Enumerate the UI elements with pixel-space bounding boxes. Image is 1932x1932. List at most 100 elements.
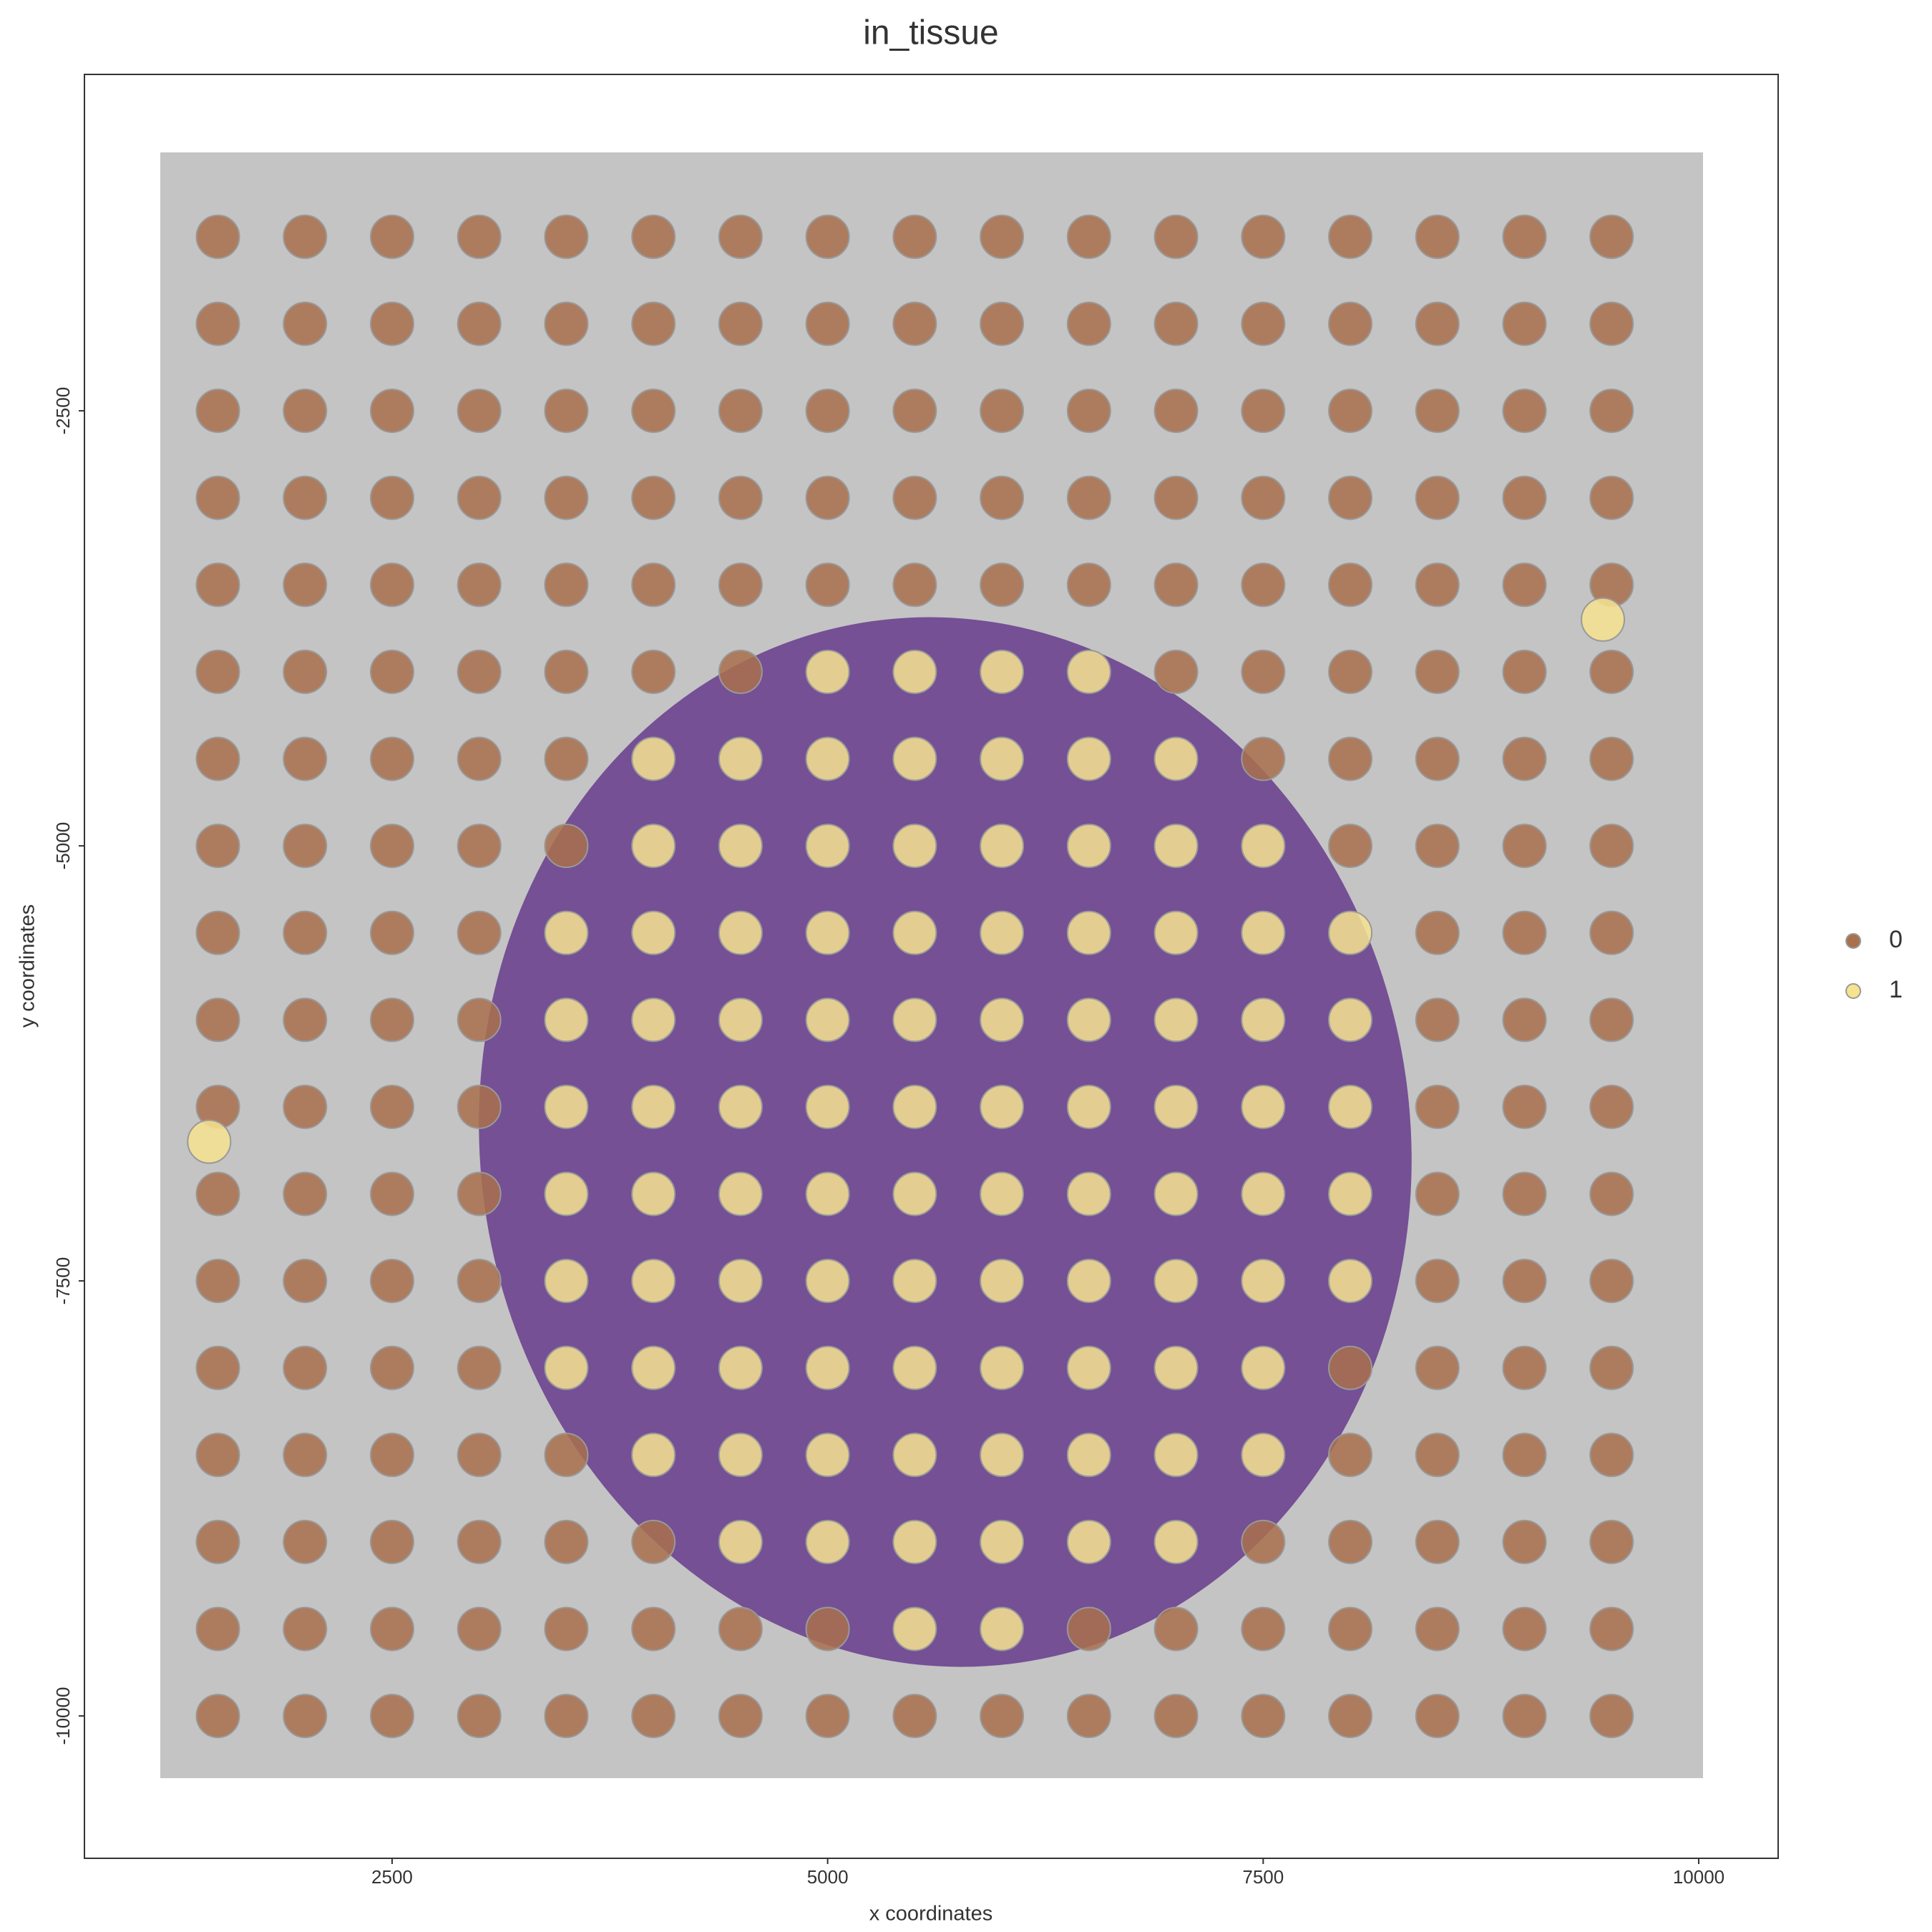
spot — [1502, 1345, 1547, 1390]
spot — [195, 736, 240, 781]
spot — [1328, 1084, 1373, 1129]
spot — [1415, 1084, 1460, 1129]
spot — [1066, 1606, 1111, 1652]
spot — [1502, 1259, 1547, 1304]
spot — [1328, 1519, 1373, 1564]
spot — [369, 1345, 414, 1390]
spot — [1589, 389, 1634, 434]
spot — [892, 301, 937, 346]
spot — [1066, 301, 1111, 346]
spot — [718, 214, 763, 259]
spot — [892, 1084, 937, 1129]
spot — [1328, 910, 1373, 955]
spot — [544, 1084, 589, 1129]
spot — [892, 389, 937, 434]
spot — [1241, 1694, 1286, 1739]
x-tick-label: 5000 — [807, 1866, 849, 1888]
spot — [1502, 475, 1547, 520]
spot — [1241, 562, 1286, 608]
spot — [980, 214, 1025, 259]
spot — [1241, 910, 1286, 955]
spot — [1066, 475, 1111, 520]
spot — [718, 736, 763, 781]
spot — [195, 824, 240, 869]
spot — [1153, 1433, 1199, 1478]
spot — [1066, 1345, 1111, 1390]
spot — [369, 736, 414, 781]
spot — [1241, 1171, 1286, 1216]
spot — [1502, 649, 1547, 694]
spot — [187, 1119, 232, 1164]
spot — [631, 301, 676, 346]
spot — [1415, 1433, 1460, 1478]
spot — [805, 562, 850, 608]
spot — [195, 649, 240, 694]
spot — [283, 997, 328, 1043]
spot — [457, 1171, 502, 1216]
spot — [457, 1259, 502, 1304]
spot — [283, 736, 328, 781]
spot — [805, 1171, 850, 1216]
spot — [544, 1259, 589, 1304]
spot — [631, 389, 676, 434]
spot — [1502, 1171, 1547, 1216]
spot — [805, 910, 850, 955]
spot — [283, 1433, 328, 1478]
spot — [1066, 214, 1111, 259]
spot — [892, 736, 937, 781]
spot — [369, 1084, 414, 1129]
spot — [1328, 214, 1373, 259]
spot — [457, 214, 502, 259]
spot — [1241, 1084, 1286, 1129]
spot — [283, 1694, 328, 1739]
spot — [369, 1171, 414, 1216]
spot — [195, 214, 240, 259]
y-tick-label: -2500 — [52, 387, 74, 435]
spot — [369, 1694, 414, 1739]
spot — [457, 997, 502, 1043]
spot — [1589, 1345, 1634, 1390]
spot — [195, 562, 240, 608]
spot — [1328, 562, 1373, 608]
spot — [1066, 1259, 1111, 1304]
legend-label: 0 — [1889, 926, 1903, 953]
spot — [1502, 562, 1547, 608]
spot — [195, 1606, 240, 1652]
spot — [195, 910, 240, 955]
spot — [1589, 1433, 1634, 1478]
spot — [631, 214, 676, 259]
chart-title: in_tissue — [863, 14, 998, 52]
spot — [283, 214, 328, 259]
spot — [283, 1171, 328, 1216]
spot — [195, 1171, 240, 1216]
spot — [1153, 475, 1199, 520]
spot — [1153, 1519, 1199, 1564]
spot — [805, 1259, 850, 1304]
spot — [544, 475, 589, 520]
spot — [369, 1606, 414, 1652]
spot — [718, 1519, 763, 1564]
spot — [1153, 562, 1199, 608]
spot — [457, 1345, 502, 1390]
spot — [369, 562, 414, 608]
spot — [1415, 1259, 1460, 1304]
spot — [718, 1259, 763, 1304]
spot — [718, 997, 763, 1043]
spot — [631, 1694, 676, 1739]
spot — [1066, 1433, 1111, 1478]
spot — [1153, 997, 1199, 1043]
spot — [1066, 997, 1111, 1043]
spot — [1066, 824, 1111, 869]
spot — [1066, 736, 1111, 781]
x-tick-label: 2500 — [371, 1866, 413, 1888]
spot — [457, 1084, 502, 1129]
spot — [1328, 475, 1373, 520]
spot — [631, 562, 676, 608]
spot — [457, 824, 502, 869]
legend-key — [1845, 933, 1861, 949]
spot — [1328, 649, 1373, 694]
spot — [980, 475, 1025, 520]
spot — [805, 1345, 850, 1390]
spot — [1589, 1606, 1634, 1652]
spot — [369, 301, 414, 346]
